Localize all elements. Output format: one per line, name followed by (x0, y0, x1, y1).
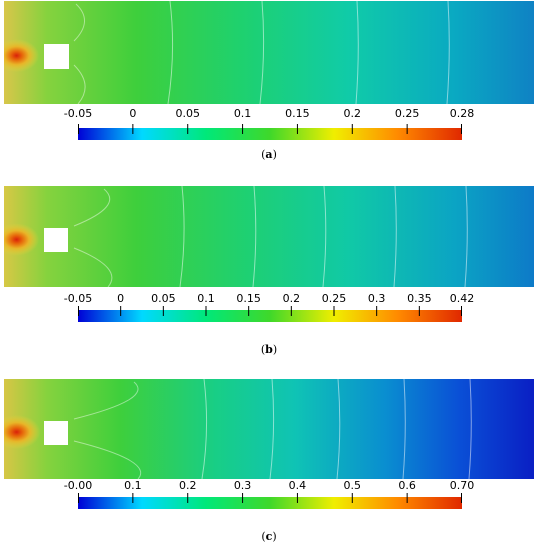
colorbar-ticklabels-c: -0.00 0.1 0.2 0.3 0.4 0.5 0.6 0.70 (0, 479, 538, 493)
tick-label: 0.3 (233, 479, 252, 492)
tick-label: -0.05 (63, 107, 93, 120)
tick-label: 0.2 (282, 292, 301, 305)
colorbar-ticklabels-b: -0.05 0 0.05 0.1 0.15 0.2 0.25 0.3 0.35 0.42 (0, 292, 538, 306)
colorbar-c (78, 493, 462, 509)
tick-label: 0.4 (288, 479, 307, 492)
tick-label: 0.42 (449, 292, 475, 305)
tick-label: 0.6 (398, 479, 416, 492)
tick-label: 0.70 (449, 479, 475, 492)
tick-label: 0.15 (285, 107, 310, 120)
tick-label: 0.25 (394, 107, 420, 120)
tick-label: 0.1 (124, 479, 142, 492)
contour-field-c (4, 379, 534, 479)
caption-a: (a) (261, 148, 277, 161)
tick-label: 0.35 (407, 292, 432, 305)
caption-b: (b) (260, 343, 278, 356)
contour-field-a (4, 1, 534, 104)
tick-label: 0.2 (343, 107, 362, 120)
colorbar-ticklabels-a: -0.05 0 0.05 0.1 0.15 0.2 0.25 0.28 (0, 107, 538, 121)
colorbar-b (78, 306, 462, 322)
tick-label: 0.1 (197, 292, 215, 305)
caption-c: (c) (261, 530, 277, 543)
tick-label: -0.00 (63, 479, 93, 492)
tick-label: 0.05 (151, 292, 176, 305)
tick-label: 0.1 (233, 107, 252, 120)
tick-label: 0 (129, 107, 137, 120)
tick-label: 0.28 (449, 107, 475, 120)
tick-label: 0.2 (178, 479, 197, 492)
colorbar-a (78, 124, 462, 140)
tick-label: 0.5 (343, 479, 362, 492)
panel-c: -0.00 0.1 0.2 0.3 0.4 0.5 0.6 0.70 (c) (0, 372, 538, 550)
tick-label: 0.05 (175, 107, 200, 120)
tick-label: -0.05 (63, 292, 93, 305)
contour-field-b (4, 186, 534, 287)
tick-label: 0.25 (321, 292, 347, 305)
tick-label: 0.3 (367, 292, 386, 305)
panel-b: -0.05 0 0.05 0.1 0.15 0.2 0.25 0.3 0.35 0.42 (b) (0, 180, 538, 362)
tick-label: 0 (117, 292, 125, 305)
panel-a: -0.05 0 0.05 0.1 0.15 0.2 0.25 0.28 (a) (0, 0, 538, 180)
tick-label: 0.15 (236, 292, 261, 305)
